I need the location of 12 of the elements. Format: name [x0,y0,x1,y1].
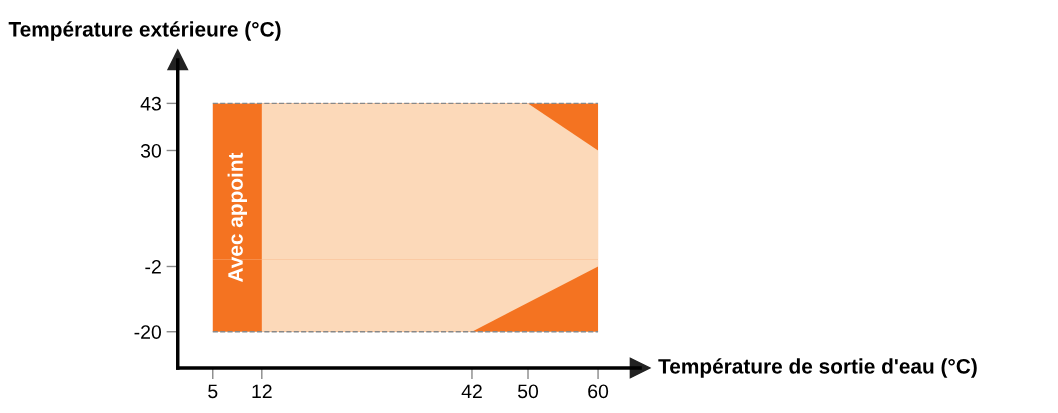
x-tick-label: 12 [252,384,272,399]
y-tick-label: 43 [140,96,161,111]
x-tick-label: 42 [461,384,482,399]
y-tick-label: -2 [145,259,161,274]
x-tick-label: 5 [208,384,218,399]
y-tick-label: 30 [140,143,162,158]
x-axis-title: Température de sortie d'eau (°C) [658,358,977,378]
x-tick-label: 50 [517,384,539,399]
annotation: Avec appoint [227,152,247,283]
x-tick-label: 60 [588,384,609,399]
y-axis-title: Température extérieure (°C) [8,21,281,41]
y-tick-label: -20 [134,325,162,339]
